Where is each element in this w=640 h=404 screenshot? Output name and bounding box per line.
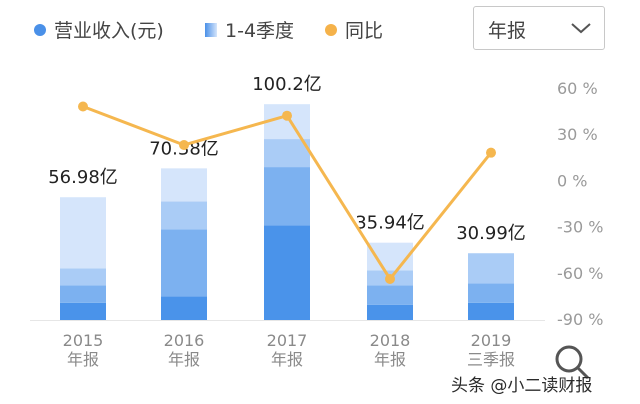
watermark: 头条 @小二读财报 <box>451 376 593 396</box>
y-right-tick-label: -60 % <box>557 264 603 283</box>
period-select-value: 年报 <box>488 20 527 42</box>
y-right-tick-label: -30 % <box>557 218 603 237</box>
legend-gradient-icon <box>205 22 217 37</box>
bar-2019-q3 <box>468 253 514 284</box>
x-tick-label-type: 年报 <box>374 350 406 369</box>
bar-2017-q1 <box>264 225 310 320</box>
bar-2016-q1 <box>161 296 207 320</box>
y-right-tick-label: 30 % <box>557 125 598 144</box>
bar-2015-q1 <box>60 302 106 320</box>
bar-2015-q2 <box>60 285 106 303</box>
period-select[interactable]: 年报 <box>473 6 605 50</box>
bar-2016-q4 <box>161 168 207 202</box>
data-label-2019: 30.99亿 <box>456 223 526 244</box>
legend-item-quarters: 1-4季度 <box>205 16 294 43</box>
legend-label-quarters: 1-4季度 <box>225 20 295 42</box>
y-right-tick-label: -90 % <box>557 310 603 329</box>
bar-2019-q1 <box>468 302 514 320</box>
x-tick-label-year: 2018 <box>370 331 411 350</box>
x-tick-label-year: 2019 <box>471 331 512 350</box>
x-tick-label-type: 年报 <box>271 350 303 369</box>
legend-label-yoy: 同比 <box>345 20 384 42</box>
x-tick-label-year: 2015 <box>63 331 104 350</box>
data-label-2018: 35.94亿 <box>355 213 425 234</box>
bar-2017-q3 <box>264 139 310 168</box>
bar-2018-q1 <box>367 304 413 320</box>
bar-2019-q2 <box>468 283 514 303</box>
bar-2016-q3 <box>161 201 207 230</box>
x-tick-label-type: 年报 <box>168 350 200 369</box>
y-right-tick-label: 60 % <box>557 79 598 98</box>
yoy-point-2019 <box>486 147 496 158</box>
data-label-2015: 56.98亿 <box>48 167 118 188</box>
legend-dot-icon <box>325 23 337 36</box>
x-tick-label-type: 三季报 <box>467 350 515 369</box>
legend-item-yoy: 同比 <box>325 16 383 43</box>
yoy-point-2015 <box>78 101 88 112</box>
bar-2017-q2 <box>264 167 310 226</box>
legend: 营业收入(元) 1-4季度 同比 <box>0 0 460 56</box>
search-icon <box>555 345 590 380</box>
x-tick-label-type: 年报 <box>67 350 99 369</box>
legend-dot-icon <box>34 23 46 36</box>
yoy-point-2018 <box>385 273 395 284</box>
y-right-tick-label: 0 % <box>557 171 587 190</box>
bar-2016-q2 <box>161 229 207 297</box>
x-tick-label-year: 2017 <box>267 331 308 350</box>
data-label-2017: 100.2亿 <box>252 74 322 95</box>
yoy-point-2017 <box>282 110 292 121</box>
legend-label-revenue: 营业收入(元) <box>54 20 164 42</box>
chevron-down-icon <box>571 23 591 34</box>
x-tick-label-year: 2016 <box>164 331 205 350</box>
bar-2015-q3 <box>60 268 106 286</box>
bar-2018-q2 <box>367 285 413 305</box>
bar-2015-q4 <box>60 197 106 269</box>
yoy-point-2016 <box>179 139 189 150</box>
search-button[interactable] <box>552 343 592 387</box>
legend-item-revenue: 营业收入(元) <box>34 16 164 43</box>
